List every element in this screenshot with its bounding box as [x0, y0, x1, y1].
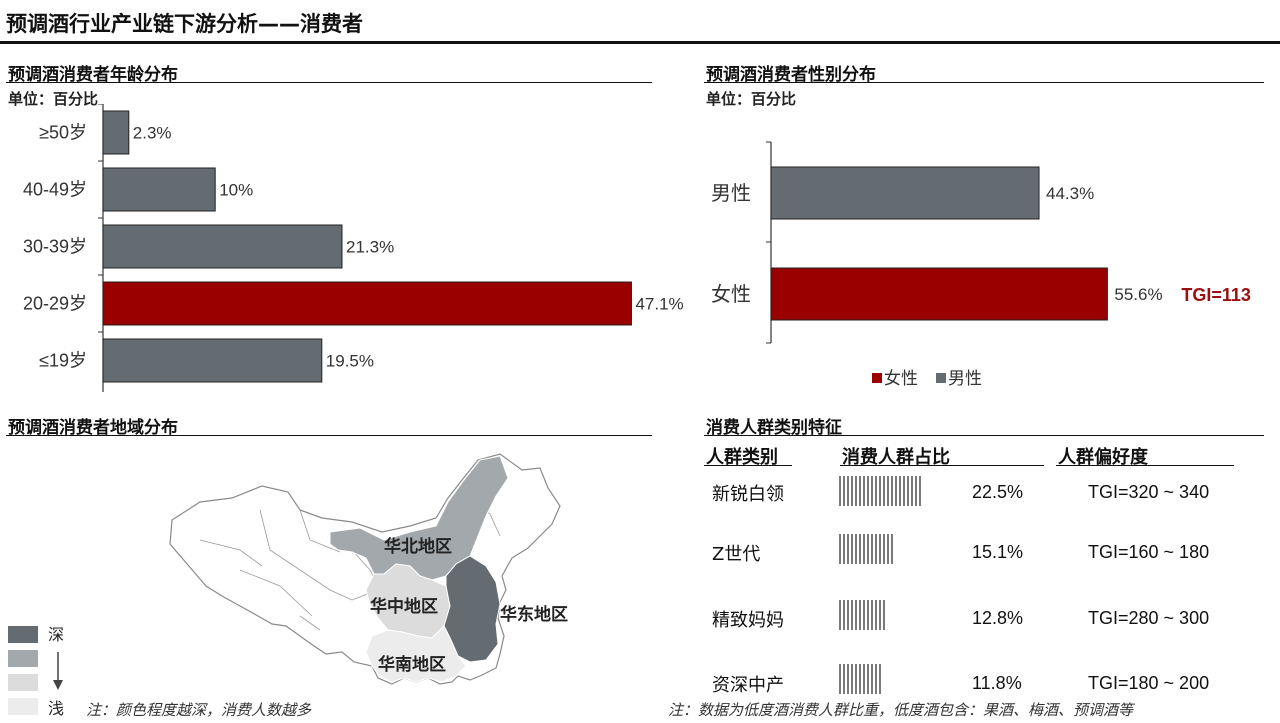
- segments-header-type: 人群类别: [706, 447, 778, 468]
- legend-label-female: 女性: [884, 369, 918, 388]
- segments-header-rule-type: [704, 465, 792, 466]
- segment-share: 15.1%: [972, 542, 1024, 562]
- age-chart-unit: 单位：百分比: [8, 90, 99, 108]
- region-east: [443, 555, 501, 663]
- segment-tgi: TGI=280 ~ 300: [1088, 608, 1210, 628]
- age-bar: [102, 167, 216, 212]
- legend-swatch-mid: [8, 650, 38, 667]
- segment-share: 22.5%: [972, 482, 1024, 502]
- segment-share: 12.8%: [972, 608, 1024, 628]
- segment-share-bar: [839, 476, 921, 506]
- age-value-label: 47.1%: [635, 295, 683, 314]
- age-category-label: 30-39岁: [23, 237, 87, 257]
- legend-label-male: 男性: [948, 369, 982, 388]
- segments-note: 注：数据为低度酒消费人群比重，低度酒包含：果酒、梅酒、预调酒等: [668, 701, 1134, 719]
- segments-header-tgi: 人群偏好度: [1058, 447, 1148, 468]
- age-value-label: 2.3%: [133, 124, 172, 143]
- age-category-label: ≤19岁: [39, 351, 87, 371]
- segment-share-bar: [839, 600, 885, 630]
- age-bar-chart: ≥50岁 2.3% 40-49岁 10% 30-39岁 21.3% 20-29岁 47.1% ≤…: [23, 104, 684, 392]
- region-south: [365, 625, 467, 683]
- segment-tgi: TGI=320 ~ 340: [1088, 482, 1210, 502]
- legend-swatch-dark: [8, 626, 38, 643]
- legend-swatch-male: [936, 373, 946, 383]
- region-label-south: 华南地区: [378, 654, 446, 674]
- region-map-title: 预调酒消费者地域分布: [8, 418, 178, 438]
- legend-bottom-label: 浅: [48, 700, 64, 718]
- legend-swatch-light: [8, 674, 38, 691]
- title-rule: [0, 41, 1280, 44]
- region-label-east: 华东地区: [500, 604, 568, 624]
- province-lines: [199, 499, 501, 631]
- region-label-north: 华北地区: [384, 536, 452, 556]
- gender-title-rule: [704, 82, 1264, 83]
- gender-chart-title: 预调酒消费者性别分布: [706, 65, 876, 85]
- segment-share: 11.8%: [972, 673, 1022, 693]
- age-bar: [102, 338, 323, 383]
- segment-name: 资深中产: [712, 675, 784, 696]
- segments-header-share: 消费人群占比: [842, 447, 950, 468]
- region-map-note: 注：颜色程度越深，消费人数越多: [86, 701, 312, 719]
- age-bar: [102, 224, 343, 269]
- segment-share-barcodes: [839, 476, 921, 694]
- gender-bar: [770, 267, 1108, 321]
- segments-title: 消费人群类别特征: [706, 418, 842, 438]
- segments-title-rule: [704, 435, 1264, 436]
- segment-tgi: TGI=180 ~ 200: [1088, 673, 1210, 693]
- gender-category-label: 男性: [711, 182, 751, 205]
- age-value-label: 21.3%: [346, 238, 394, 257]
- gender-bar: [770, 166, 1040, 220]
- segment-name: Z世代: [712, 544, 761, 565]
- gender-tgi-label: TGI=113: [1181, 285, 1251, 305]
- china-region-map: 华北地区 华中地区 华东地区 华南地区 深 浅: [8, 453, 568, 718]
- age-category-label: ≥50岁: [39, 123, 87, 143]
- segment-share-bar: [839, 664, 881, 694]
- age-bar: [102, 281, 632, 326]
- age-category-label: 20-29岁: [23, 294, 87, 314]
- age-chart-title: 预调酒消费者年龄分布: [8, 65, 178, 85]
- gender-category-label: 女性: [711, 283, 751, 306]
- page-title: 预调酒行业产业链下游分析——消费者: [6, 12, 363, 36]
- gender-value-label: 55.6%: [1114, 285, 1162, 304]
- legend-swatch-lightest: [8, 698, 38, 715]
- age-value-label: 19.5%: [326, 352, 374, 371]
- age-value-label: 10%: [219, 181, 253, 200]
- gender-chart-unit: 单位：百分比: [706, 90, 797, 108]
- gender-value-label: 44.3%: [1046, 184, 1094, 203]
- legend-swatch-female: [872, 373, 882, 383]
- legend-top-label: 深: [48, 626, 64, 644]
- segment-share-bar: [839, 534, 893, 564]
- age-category-label: 40-49岁: [23, 180, 87, 200]
- legend-arrow-head: [53, 680, 63, 690]
- segment-tgi: TGI=160 ~ 180: [1088, 542, 1210, 562]
- segment-name: 新锐白领: [712, 484, 784, 505]
- region-label-central: 华中地区: [370, 596, 438, 616]
- segment-name: 精致妈妈: [712, 610, 784, 631]
- age-bar: [102, 110, 130, 155]
- segments-header-rule-tgi: [1056, 465, 1234, 466]
- segments-header-rule-share: [840, 465, 1044, 466]
- region-title-rule: [6, 435, 652, 436]
- age-title-rule: [6, 82, 652, 83]
